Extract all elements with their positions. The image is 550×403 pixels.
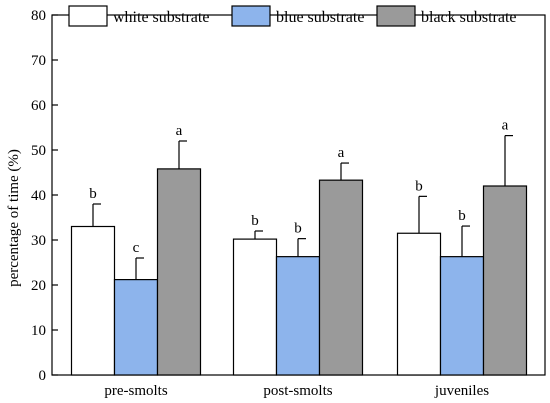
y-axis-label: percentage of time (%) <box>6 149 22 287</box>
legend: white substrate blue substrate black subst… <box>68 5 517 27</box>
bar <box>156 168 202 376</box>
x-tick-label: pre-smolts <box>104 383 167 399</box>
y-tick-label: 50 <box>31 143 46 159</box>
bar <box>275 256 321 376</box>
significance-label: a <box>176 123 183 139</box>
significance-label: a <box>502 118 509 134</box>
bar <box>113 279 159 376</box>
bar <box>70 225 116 376</box>
significance-label: a <box>338 145 345 161</box>
legend-swatch <box>68 5 108 27</box>
bar <box>396 232 442 376</box>
y-tick-label: 30 <box>31 233 46 249</box>
bar <box>439 256 485 376</box>
significance-label: b <box>294 221 302 237</box>
y-tick-label: 10 <box>31 323 46 339</box>
legend-swatch <box>231 5 271 27</box>
y-tick-label: 40 <box>31 188 46 204</box>
bar <box>482 185 528 376</box>
y-tick-label: 80 <box>31 8 46 24</box>
significance-label: b <box>251 213 259 229</box>
significance-label: b <box>89 186 97 202</box>
y-tick-label: 70 <box>31 53 46 69</box>
x-tick-label: juveniles <box>434 383 489 399</box>
y-tick-label: 0 <box>39 368 47 384</box>
legend-label: blue substrate <box>276 9 364 26</box>
significance-label: c <box>133 240 140 256</box>
legend-swatch <box>376 5 416 27</box>
legend-label: white substrate <box>113 9 209 26</box>
y-tick-label: 60 <box>31 98 46 114</box>
bars-layer: b c a b b a b b a <box>70 118 528 376</box>
legend-label: black substrate <box>421 9 517 26</box>
y-tick-label: 20 <box>31 278 46 294</box>
significance-label: b <box>458 208 466 224</box>
bar <box>318 179 364 376</box>
significance-label: b <box>415 178 423 194</box>
x-tick-label: post-smolts <box>263 383 332 399</box>
bar <box>232 238 278 376</box>
